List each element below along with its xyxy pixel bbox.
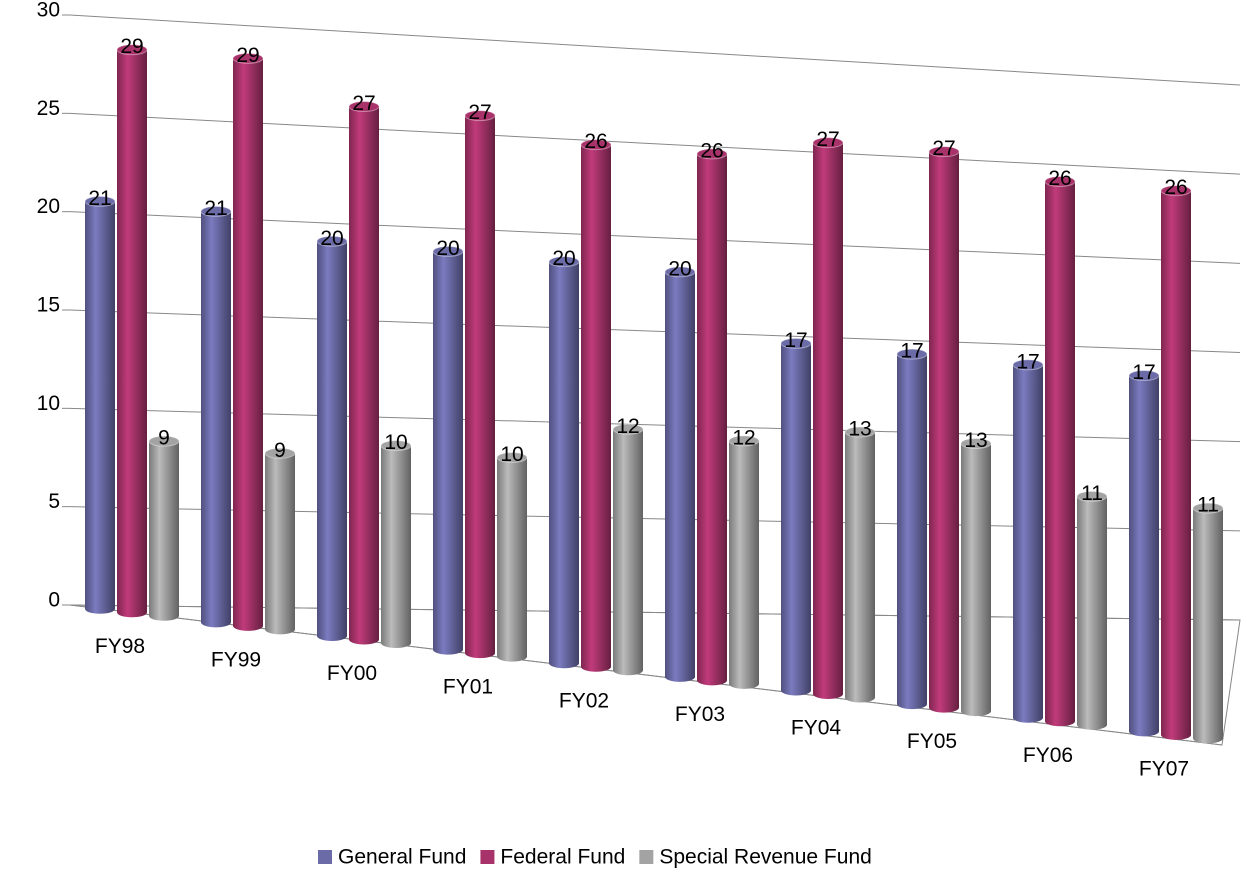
data-label: 17 [1016, 350, 1039, 373]
bar [264, 447, 296, 635]
data-label: 20 [552, 247, 575, 270]
bar [116, 44, 148, 618]
y-tick-label: 5 [48, 490, 60, 513]
bar [464, 110, 496, 659]
legend-label: General Fund [338, 846, 466, 869]
bar [1076, 490, 1108, 730]
y-tick-label: 20 [37, 195, 60, 218]
legend-label: Federal Fund [500, 846, 625, 869]
data-label: 13 [848, 418, 871, 441]
data-label: 26 [1048, 167, 1071, 190]
x-tick-label: FY00 [327, 662, 377, 685]
bar [580, 139, 612, 672]
bar [1044, 175, 1076, 727]
bar [896, 348, 928, 710]
data-label: 9 [274, 439, 286, 462]
legend-swatch [318, 850, 332, 864]
x-tick-label: FY02 [559, 689, 609, 712]
y-tick-label: 30 [37, 0, 60, 22]
x-tick-label: FY06 [1023, 744, 1073, 767]
data-label: 21 [204, 197, 227, 220]
data-label: 27 [352, 92, 375, 115]
legend-swatch [639, 850, 654, 864]
bar [380, 440, 412, 649]
data-label: 20 [436, 237, 459, 260]
data-label: 12 [616, 415, 639, 438]
data-label: 29 [236, 44, 259, 67]
data-label: 20 [320, 227, 343, 250]
bar [1012, 359, 1044, 723]
bar [200, 205, 232, 628]
bar [496, 452, 528, 662]
y-tick-label: 15 [37, 294, 60, 317]
bar [812, 137, 844, 699]
bar [348, 101, 380, 645]
bar [1192, 502, 1224, 744]
legend-swatch [480, 850, 495, 864]
data-label: 29 [120, 35, 143, 58]
data-label: 26 [700, 139, 723, 162]
x-tick-label: FY04 [791, 717, 842, 740]
y-tick-label: 25 [37, 97, 60, 120]
grid-line [69, 14, 1241, 86]
bar [960, 437, 992, 717]
data-label: 21 [88, 187, 111, 210]
data-label: 26 [1164, 176, 1187, 199]
bar [844, 426, 876, 703]
data-label: 11 [1081, 482, 1103, 505]
bar [148, 435, 180, 621]
bar [780, 337, 812, 696]
data-label: 26 [584, 130, 607, 153]
data-label: 13 [964, 429, 987, 452]
legend-label: Special Revenue Fund [659, 846, 871, 869]
y-tick-label: 0 [48, 589, 60, 612]
data-label: 27 [468, 101, 491, 124]
x-tick-label: FY05 [907, 730, 957, 753]
data-label: 10 [384, 431, 407, 454]
x-tick-label: FY07 [1139, 757, 1189, 780]
bar [316, 235, 348, 642]
data-label: 9 [158, 427, 170, 450]
data-label: 10 [500, 443, 523, 466]
bar [548, 256, 580, 669]
data-label: 27 [816, 128, 839, 151]
data-label: 12 [732, 426, 755, 449]
x-tick-label: FY03 [675, 703, 725, 726]
data-label: 11 [1197, 494, 1219, 517]
grid-line [69, 112, 1241, 175]
bar [696, 148, 728, 686]
bar [1128, 370, 1160, 737]
bar [84, 195, 116, 614]
bar [728, 435, 760, 689]
x-tick-label: FY98 [95, 635, 145, 658]
bar [1160, 185, 1192, 740]
x-tick-label: FY99 [211, 648, 261, 671]
data-label: 17 [900, 340, 923, 363]
bar [232, 52, 264, 631]
data-label: 27 [932, 137, 955, 160]
y-tick-label: 10 [37, 392, 60, 415]
data-label: 20 [668, 257, 691, 280]
bar [432, 245, 464, 655]
data-label: 17 [784, 329, 807, 352]
bar [664, 266, 696, 682]
bar [612, 423, 644, 676]
bar [928, 146, 960, 713]
x-tick-label: FY01 [443, 676, 493, 699]
data-label: 17 [1132, 361, 1155, 384]
